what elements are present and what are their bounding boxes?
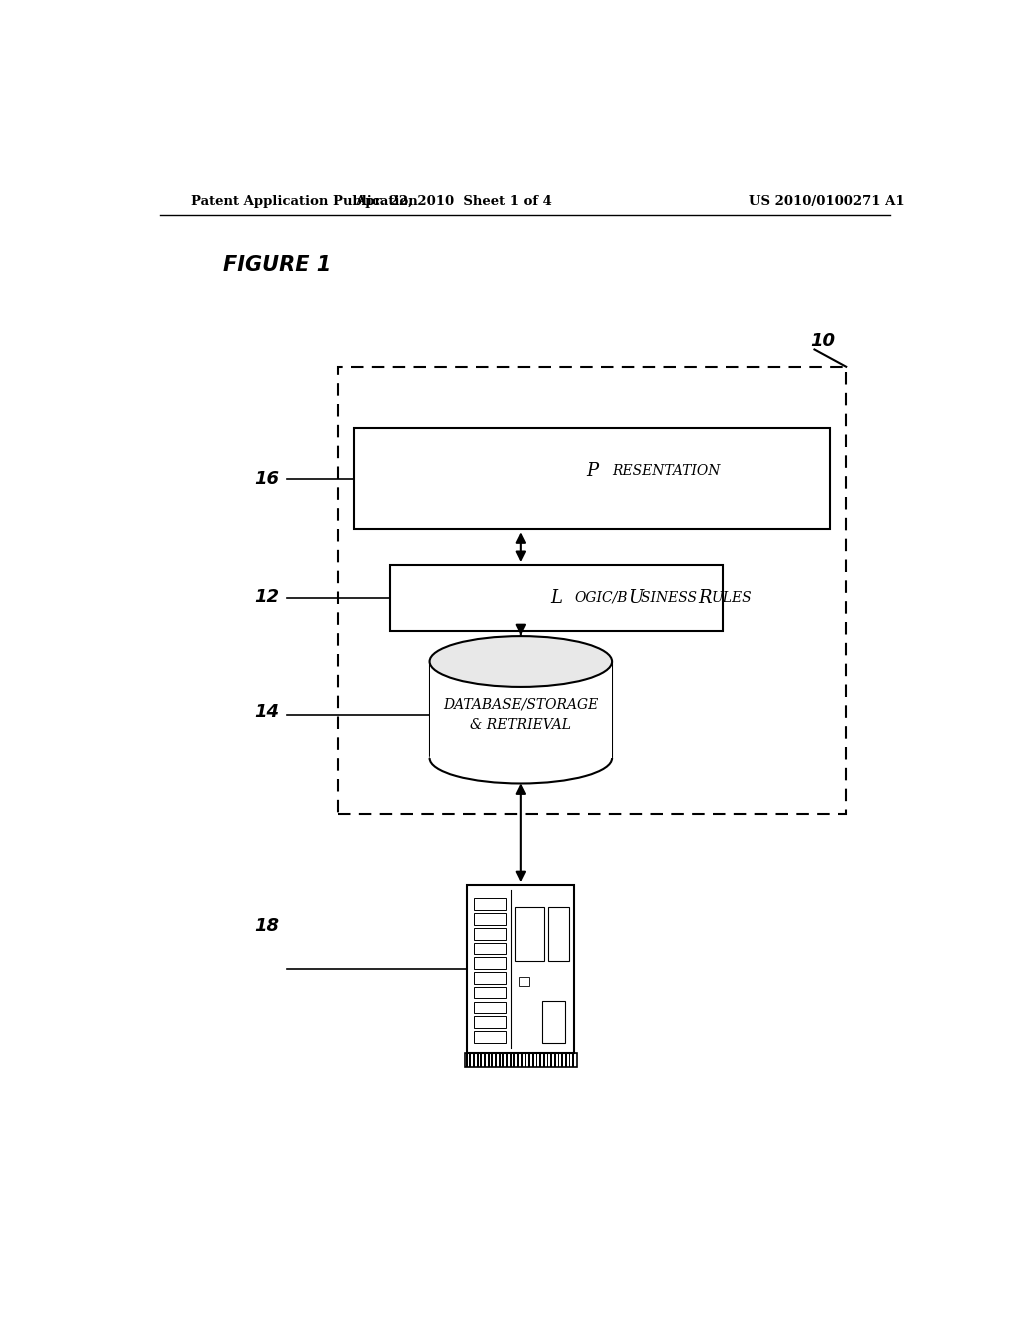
Bar [557,1053,559,1067]
Text: 16: 16 [254,470,279,487]
Text: P: P [586,462,598,480]
Bar [536,1053,538,1067]
Bar [515,907,545,961]
Text: ULES: ULES [712,591,752,605]
Bar [474,913,506,925]
Bar [474,942,506,954]
Bar [466,1053,468,1067]
Bar [474,1016,506,1028]
Bar [540,1053,541,1067]
Bar [503,1053,505,1067]
Text: DATABASE/STORAGE: DATABASE/STORAGE [443,698,598,711]
Bar [469,1053,471,1067]
Bar [506,1053,508,1067]
Ellipse shape [430,733,612,784]
Bar [568,1053,570,1067]
Bar [480,1053,482,1067]
Bar [477,1053,478,1067]
Bar [487,1053,489,1067]
Bar [390,565,723,631]
Text: RESENTATION: RESENTATION [612,465,721,478]
Bar [492,1053,494,1067]
Bar [474,928,506,940]
Bar [474,1031,506,1043]
Bar [474,972,506,983]
Bar [524,1053,526,1067]
Text: R: R [698,589,712,607]
Bar [474,957,506,969]
Text: L: L [551,589,562,607]
Bar [519,977,528,986]
Text: 14: 14 [254,704,279,721]
Bar [548,907,569,961]
Bar [528,1053,530,1067]
Bar [550,1053,552,1067]
Bar [465,1053,577,1067]
Text: Patent Application Publication: Patent Application Publication [191,194,418,207]
Text: OGIC/B: OGIC/B [574,591,628,605]
Bar [467,886,574,1053]
Bar [474,899,506,909]
Ellipse shape [430,636,612,686]
Bar [496,1053,497,1067]
Text: U: U [628,589,643,607]
Bar [561,1053,563,1067]
Bar [554,1053,556,1067]
Text: SINESS: SINESS [641,591,701,605]
Bar [531,1053,534,1067]
Bar [542,1001,565,1043]
Bar [473,1053,475,1067]
Text: Apr. 22, 2010  Sheet 1 of 4: Apr. 22, 2010 Sheet 1 of 4 [355,194,552,207]
Text: US 2010/0100271 A1: US 2010/0100271 A1 [749,194,904,207]
Bar [510,1053,512,1067]
Bar [513,1053,515,1067]
Bar [474,987,506,998]
Bar [484,1053,486,1067]
Bar [543,1053,545,1067]
Bar [354,428,830,529]
Bar [547,1053,548,1067]
Bar [499,1053,501,1067]
Text: 10: 10 [810,333,835,350]
Bar [430,661,612,758]
Bar [517,1053,519,1067]
Bar [338,367,846,814]
Text: FIGURE 1: FIGURE 1 [223,255,332,275]
Bar [521,1053,522,1067]
Text: 18: 18 [254,917,279,935]
Text: 12: 12 [254,589,279,606]
Bar [565,1053,566,1067]
Bar [474,1002,506,1014]
Text: & RETRIEVAL: & RETRIEVAL [470,718,571,733]
Bar [572,1053,574,1067]
